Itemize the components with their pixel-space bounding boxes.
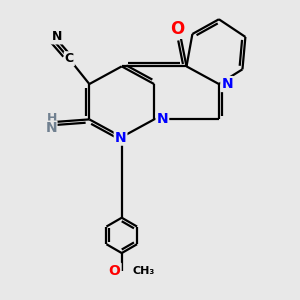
Text: N: N [157,112,168,126]
Text: C: C [65,52,74,65]
Text: H: H [47,112,57,125]
Text: N: N [45,121,57,135]
Text: O: O [109,264,121,278]
Text: N: N [221,77,233,91]
Text: CH₃: CH₃ [132,266,154,276]
Text: N: N [115,130,126,145]
Text: N: N [52,30,62,44]
Text: O: O [170,20,184,38]
